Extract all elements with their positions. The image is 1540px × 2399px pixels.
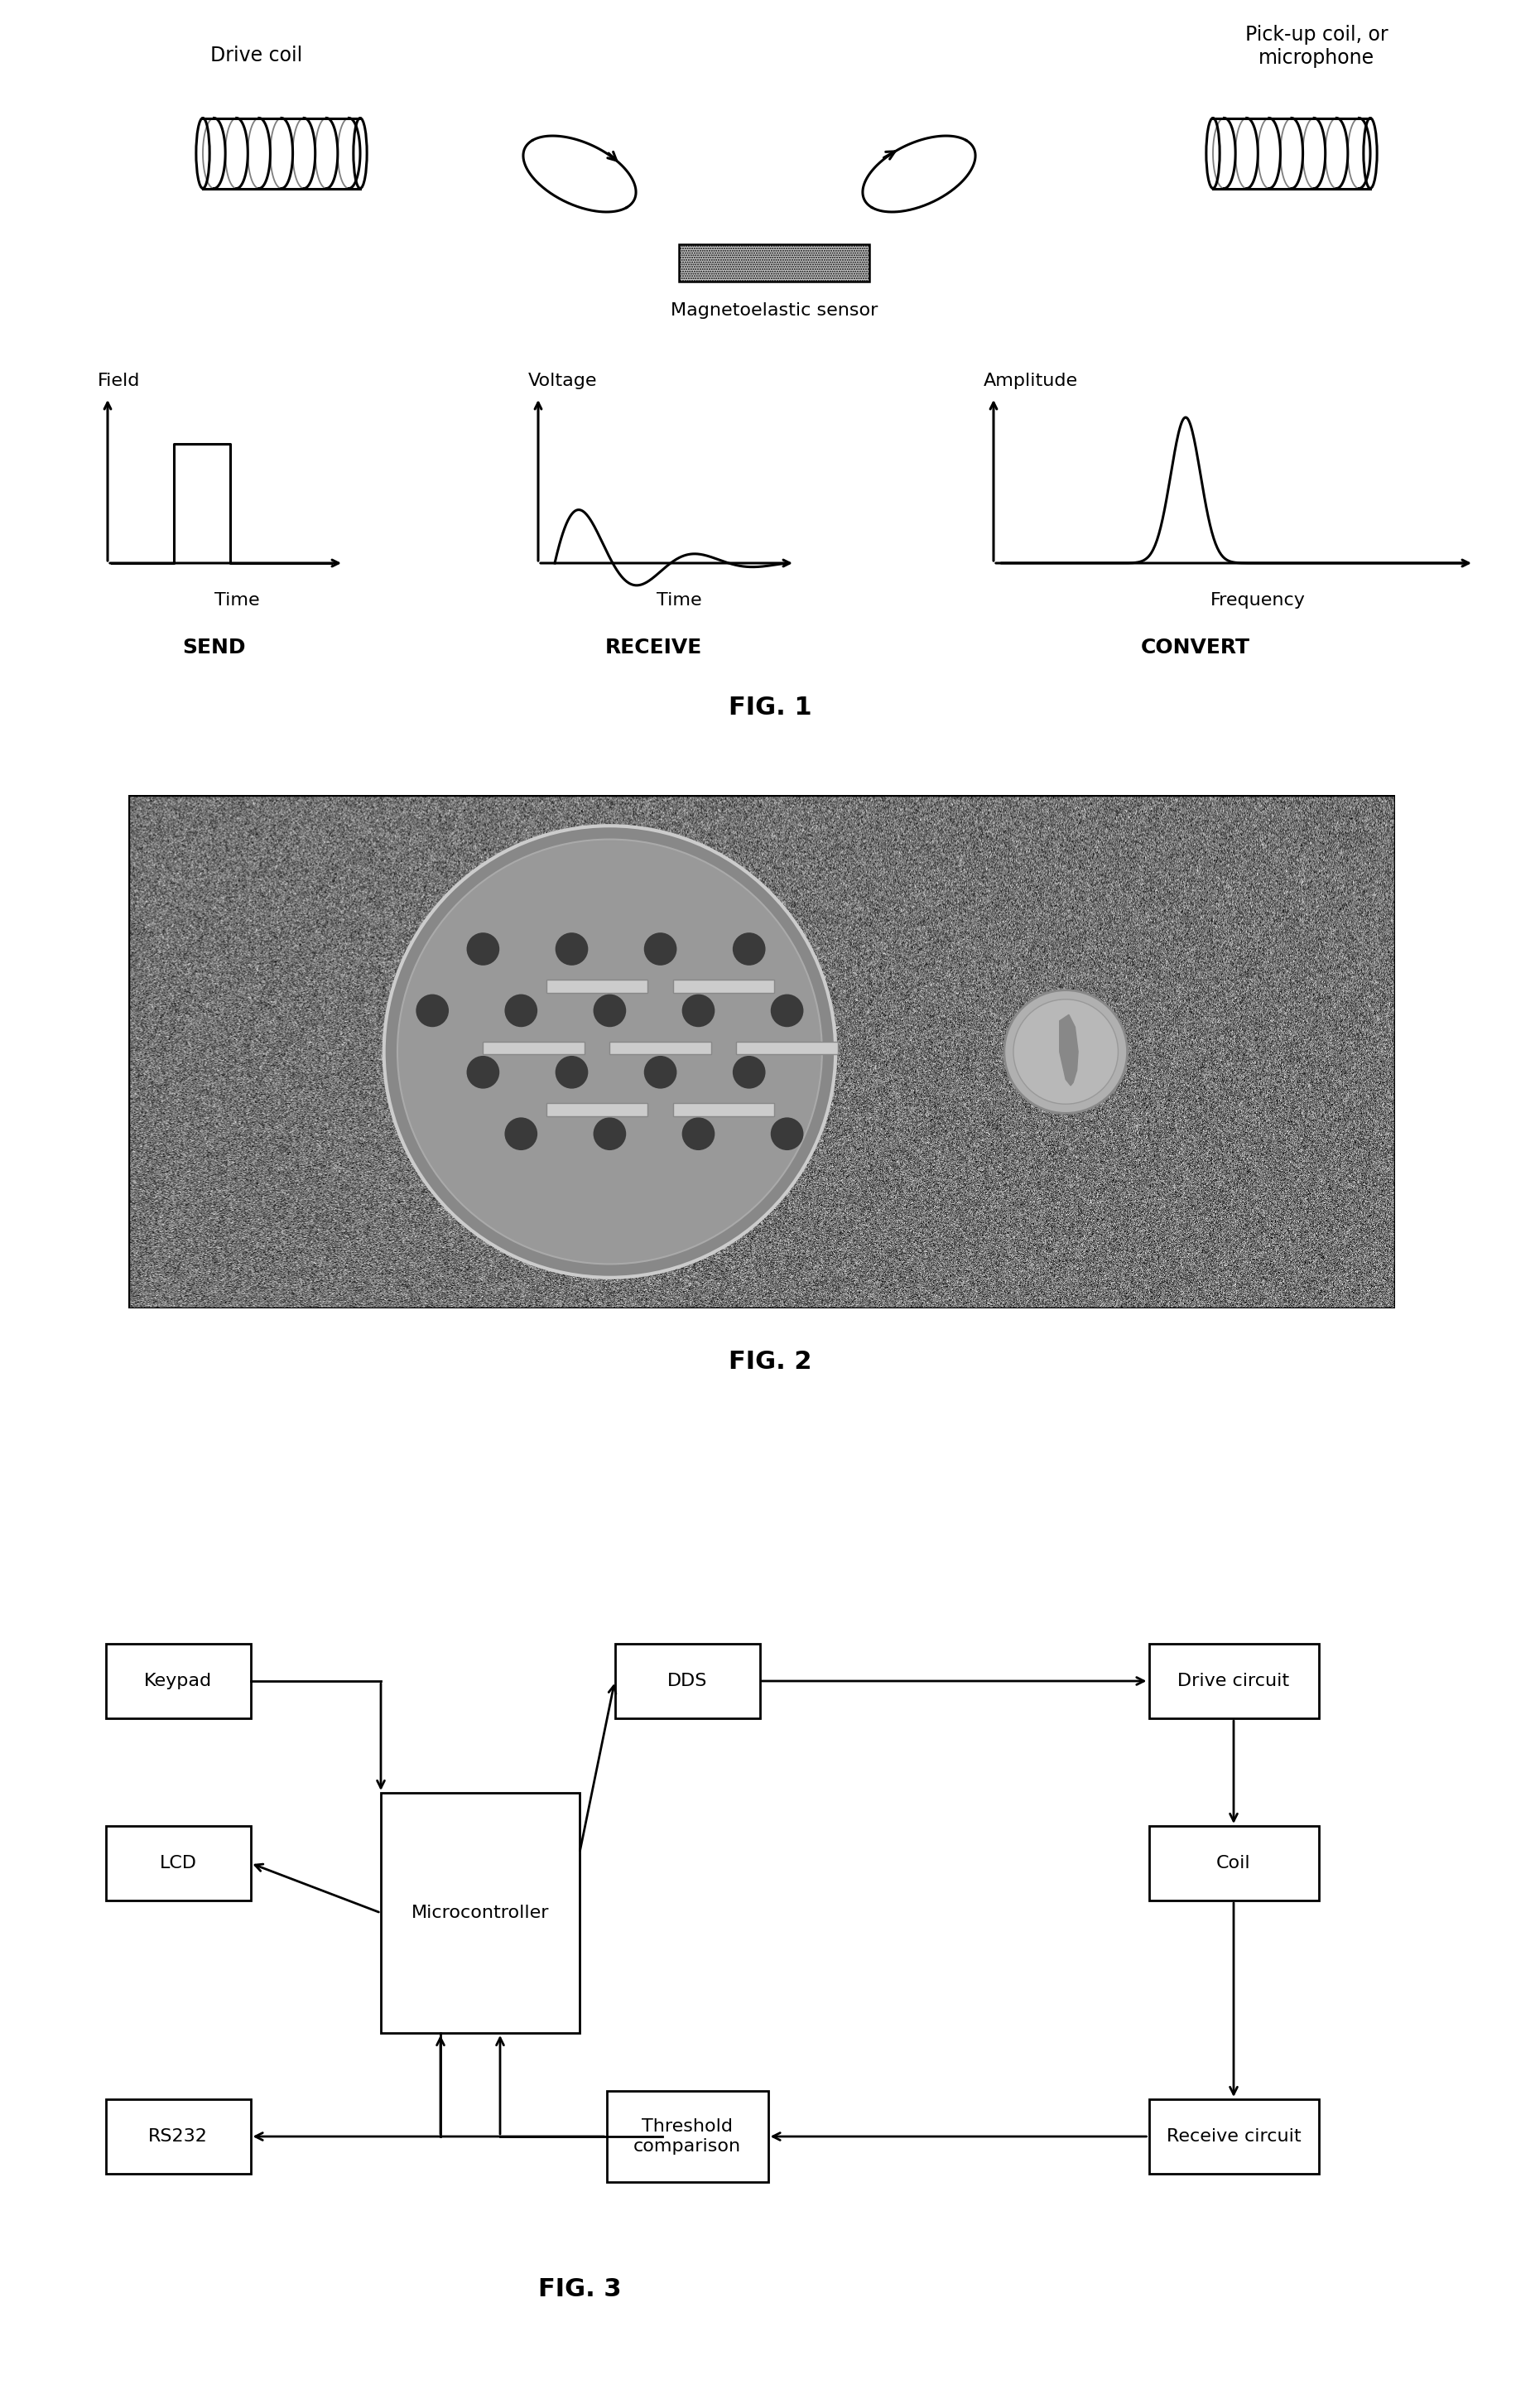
Circle shape (593, 993, 627, 1027)
Polygon shape (1060, 1015, 1078, 1087)
Text: Coil: Coil (1217, 1854, 1250, 1871)
Circle shape (770, 1118, 804, 1149)
Circle shape (682, 1118, 715, 1149)
Text: Microcontroller: Microcontroller (411, 1905, 550, 1922)
Text: FIG. 1: FIG. 1 (728, 696, 812, 720)
Circle shape (397, 840, 822, 1264)
Text: Time: Time (214, 593, 260, 609)
Circle shape (770, 993, 804, 1027)
Circle shape (467, 933, 499, 964)
FancyBboxPatch shape (1149, 2099, 1318, 2173)
Circle shape (644, 1056, 676, 1089)
Circle shape (505, 993, 537, 1027)
Text: Drive circuit: Drive circuit (1178, 1672, 1289, 1689)
FancyBboxPatch shape (106, 1643, 251, 1718)
Circle shape (1013, 1000, 1118, 1104)
Circle shape (467, 1056, 499, 1089)
FancyBboxPatch shape (679, 245, 870, 281)
Text: Voltage: Voltage (528, 372, 598, 389)
Circle shape (556, 1056, 588, 1089)
Text: Time: Time (656, 593, 702, 609)
Circle shape (556, 933, 588, 964)
Circle shape (733, 1056, 765, 1089)
FancyBboxPatch shape (380, 1792, 579, 2032)
Bar (547, 979, 648, 993)
Bar (736, 1041, 838, 1053)
Bar (547, 1104, 648, 1116)
Circle shape (733, 933, 765, 964)
Bar (673, 979, 775, 993)
Bar (673, 1104, 775, 1116)
FancyBboxPatch shape (1149, 1643, 1318, 1718)
Text: DDS: DDS (667, 1672, 707, 1689)
Circle shape (505, 1118, 537, 1149)
Text: CONVERT: CONVERT (1141, 638, 1250, 657)
Text: Drive coil: Drive coil (211, 46, 303, 65)
Circle shape (383, 825, 836, 1279)
Text: Receive circuit: Receive circuit (1166, 2128, 1301, 2145)
Bar (610, 1041, 711, 1053)
Text: SEND: SEND (182, 638, 245, 657)
Circle shape (593, 1118, 627, 1149)
Circle shape (644, 933, 676, 964)
FancyBboxPatch shape (106, 1826, 251, 1900)
Circle shape (416, 993, 448, 1027)
Text: RS232: RS232 (148, 2128, 208, 2145)
Text: Magnetoelastic sensor: Magnetoelastic sensor (670, 302, 878, 319)
Text: RECEIVE: RECEIVE (605, 638, 702, 657)
Text: LCD: LCD (159, 1854, 197, 1871)
Bar (484, 1041, 584, 1053)
Circle shape (1004, 991, 1127, 1113)
FancyBboxPatch shape (106, 2099, 251, 2173)
FancyBboxPatch shape (614, 1643, 759, 1718)
FancyBboxPatch shape (607, 2092, 768, 2183)
Circle shape (682, 993, 715, 1027)
Text: Frequency: Frequency (1210, 593, 1306, 609)
Text: Threshold
comparison: Threshold comparison (633, 2118, 741, 2154)
Text: FIG. 2: FIG. 2 (728, 1351, 812, 1375)
Text: Pick-up coil, or
microphone: Pick-up coil, or microphone (1244, 24, 1388, 67)
FancyBboxPatch shape (1149, 1826, 1318, 1900)
Text: Keypad: Keypad (145, 1672, 213, 1689)
Text: Field: Field (97, 372, 140, 389)
Text: FIG. 3: FIG. 3 (537, 2277, 621, 2301)
Text: Amplitude: Amplitude (984, 372, 1078, 389)
